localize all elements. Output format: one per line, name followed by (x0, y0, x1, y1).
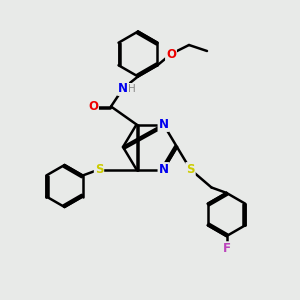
Text: S: S (186, 163, 195, 176)
Text: O: O (88, 100, 98, 113)
Text: N: N (158, 163, 169, 176)
Text: F: F (223, 242, 230, 255)
Text: N: N (118, 82, 128, 95)
Text: H: H (128, 83, 136, 94)
Text: O: O (166, 47, 176, 61)
Text: N: N (158, 118, 169, 131)
Text: S: S (95, 163, 103, 176)
